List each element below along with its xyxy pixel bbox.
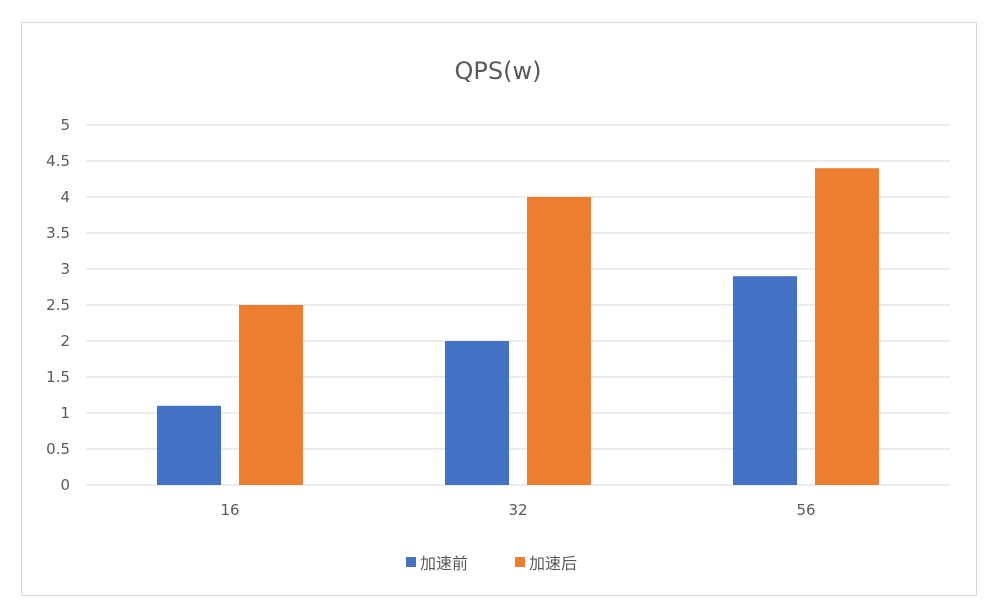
x-tick-label: 56: [796, 501, 815, 519]
bar-32-series-0: [445, 341, 509, 485]
y-tick-label: 2: [60, 332, 70, 350]
y-tick-label: 5: [60, 116, 70, 134]
bar-32-series-1: [527, 197, 591, 485]
x-tick-label: 32: [508, 501, 527, 519]
bars: [157, 168, 879, 485]
legend-label: 加速后: [529, 554, 577, 573]
x-tick-label: 16: [220, 501, 239, 519]
legend-swatch: [406, 557, 416, 567]
bar-56-series-1: [815, 168, 879, 485]
y-tick-label: 3.5: [46, 224, 70, 242]
y-tick-label: 4: [60, 188, 70, 206]
x-axis-ticks: 16 32 56: [220, 501, 815, 519]
y-tick-label: 1: [60, 404, 70, 422]
bar-16-series-1: [239, 305, 303, 485]
y-axis-ticks: 0 0.5 1 1.5 2 2.5 3 3.5 4 4.5 5: [46, 116, 70, 494]
chart-title: QPS(w): [455, 57, 542, 85]
legend-label: 加速前: [420, 554, 468, 573]
y-tick-label: 0: [60, 476, 70, 494]
y-tick-label: 2.5: [46, 296, 70, 314]
y-tick-label: 1.5: [46, 368, 70, 386]
gridlines: [86, 124, 950, 486]
y-tick-label: 4.5: [46, 152, 70, 170]
legend-swatch: [515, 557, 525, 567]
y-tick-label: 3: [60, 260, 70, 278]
bar-16-series-0: [157, 405, 221, 485]
legend: 加速前 加速后: [406, 554, 577, 573]
y-tick-label: 0.5: [46, 440, 70, 458]
bar-56-series-0: [733, 276, 797, 485]
